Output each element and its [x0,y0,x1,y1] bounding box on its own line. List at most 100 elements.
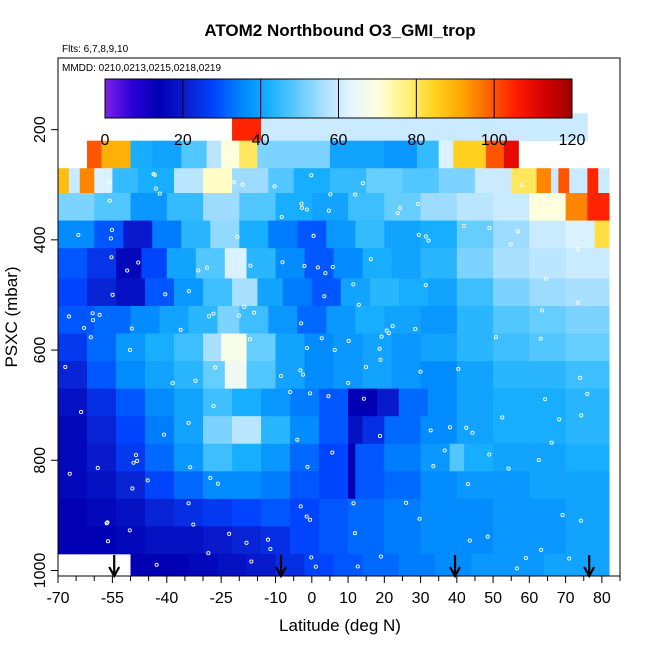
heatmap-cell [58,278,88,307]
sample-marker [398,205,403,211]
sample-marker [299,201,304,206]
heatmap-cell [58,193,95,221]
heatmap-cell [203,443,233,472]
y-tick-label: 400 [32,226,49,253]
heatmap-cell [232,168,269,194]
x-tick-label: -25 [210,590,233,607]
heatmap-cell [493,498,530,527]
heatmap-cell [474,168,512,194]
sample-marker [295,437,300,442]
heatmap-cell [174,526,204,555]
sample-marker [272,184,277,189]
sample-marker [386,331,391,336]
heatmap-cell [493,471,530,500]
sample-marker [88,335,93,340]
sample-marker [186,289,191,294]
heatmap-cell [420,248,458,279]
heatmap-cell [275,333,305,362]
heatmap-cell [166,248,197,279]
heatmap-cell [257,278,284,307]
x-tick-label: -55 [101,590,124,607]
sample-marker [384,328,389,333]
heatmap-cell [384,220,421,249]
heatmap-cell [239,220,269,249]
heatmap-cell [565,193,588,221]
heatmap-cell [290,526,320,555]
y-tick-label: 600 [32,337,49,364]
heatmap-cell [152,220,182,249]
heatmap-cell [587,168,599,194]
sample-marker [152,172,158,177]
sample-marker [560,513,565,518]
heatmap-cell [398,388,429,417]
sample-markers [63,172,590,571]
heatmap-cell [290,498,320,527]
y-tick-label: 200 [32,116,49,143]
x-tick-label: 30 [412,590,430,607]
sample-marker [311,233,316,238]
heatmap-cell [355,305,385,334]
sample-marker [208,475,213,480]
sample-marker [360,181,365,186]
sample-marker [508,242,513,247]
sample-marker [193,378,198,383]
heatmap-cell [145,388,175,417]
sample-marker [215,481,220,486]
heatmap-cell [529,193,567,221]
heatmap-cell [420,416,458,445]
sample-marker [579,413,584,418]
colorbar-tick-label: 100 [481,132,508,149]
sample-marker [240,182,245,187]
heatmap-cell [456,388,494,417]
sample-marker [390,324,395,329]
sample-marker [109,255,114,260]
sample-marker [539,308,544,313]
heatmap-cell [420,193,458,221]
heatmap-cell [456,248,494,279]
heatmap-cell [511,168,538,194]
heatmap-cell [565,220,596,249]
heatmap-cell [58,471,88,500]
heatmap-cell [384,416,421,445]
heatmap-cell [366,168,403,194]
heatmap-cell [130,553,160,577]
heatmap-cell [565,248,610,279]
heatmap-cell [58,220,95,249]
heatmap-cell [398,278,429,307]
heatmap-cell [87,471,117,500]
y-axis: 200 400 600 800 1000 [32,116,59,588]
sample-marker [204,265,210,270]
sample-marker [131,460,136,465]
heatmap-cell [329,140,385,169]
heatmap-cell [116,361,146,390]
heatmap-cell [348,416,363,445]
heatmap-cell [232,388,262,417]
heatmap-cell [94,168,113,194]
sample-marker [485,534,490,539]
heatmap-cell [427,388,458,417]
sample-marker [163,292,168,297]
heatmap-cell [58,168,70,194]
sample-marker [346,338,351,344]
heatmap-cell [402,168,440,194]
heatmap-cell [529,361,567,390]
heatmap-cell [239,193,276,221]
heatmap-cell [391,361,421,390]
heatmap-cell [348,388,378,417]
heatmap-cell [569,168,588,194]
heatmap-cell [529,305,567,334]
heatmap-cell [58,526,88,555]
heatmap-cell [145,471,175,500]
heatmap-cell [203,278,233,307]
sample-marker [322,294,327,299]
sample-marker [279,214,284,220]
sample-marker [107,198,112,203]
sample-marker [431,464,436,469]
heatmap-cell [87,278,117,307]
heatmap-cell [493,416,530,445]
sample-marker [298,368,303,373]
sample-marker [232,180,237,185]
heatmap-cell [565,333,610,362]
heatmap-cell [112,168,139,194]
heatmap-cell [174,388,204,417]
